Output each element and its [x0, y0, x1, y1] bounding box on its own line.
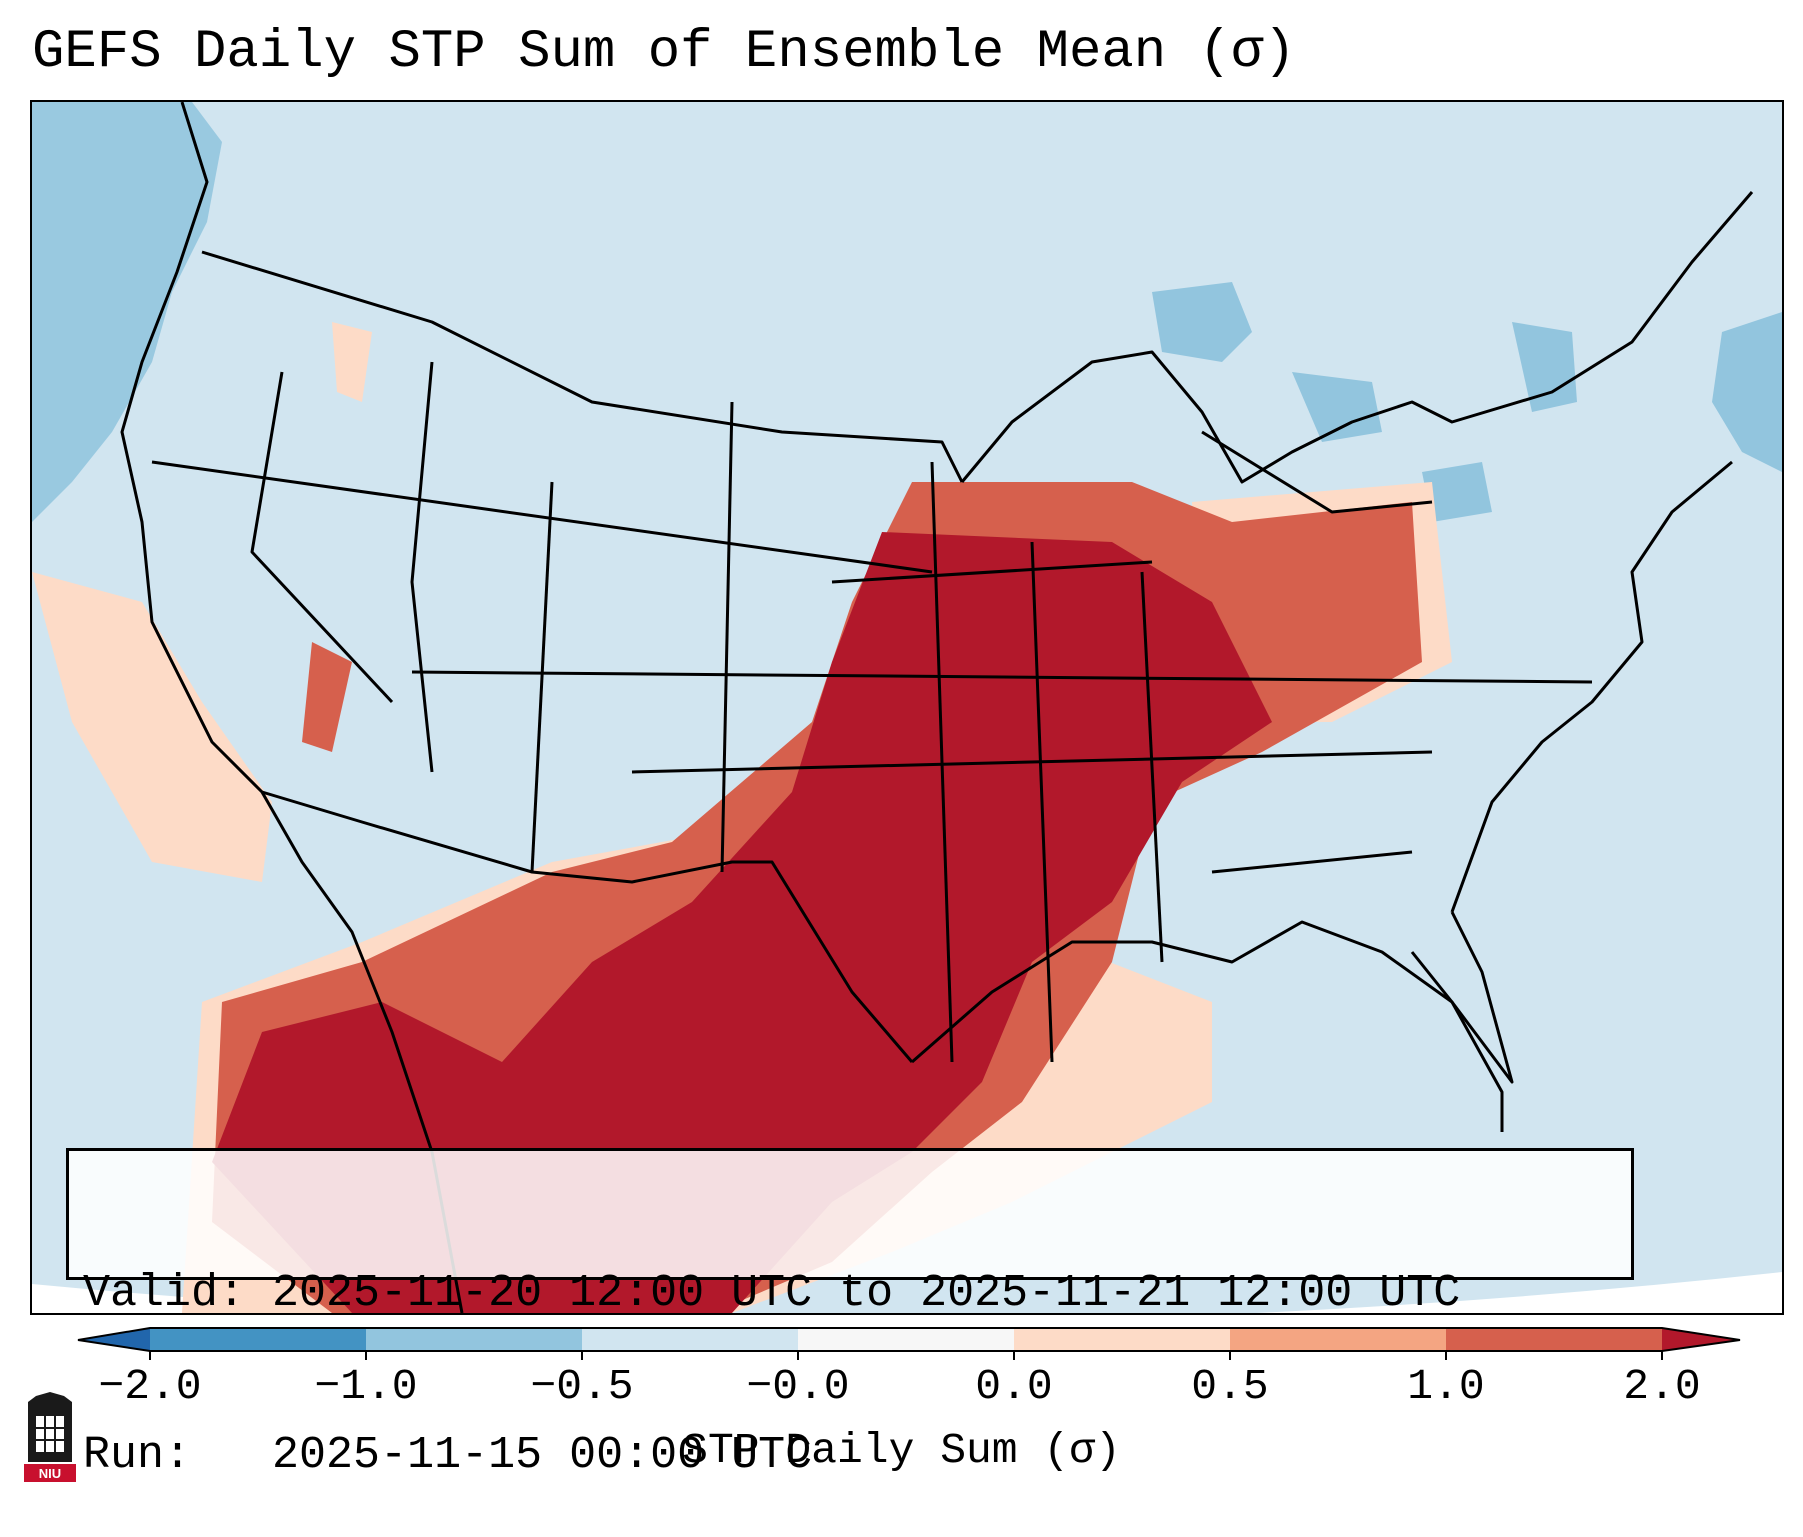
colorbar	[77, 1327, 1741, 1360]
state-line-6	[1030, 541, 1054, 1063]
logo-text: NIU	[39, 1466, 61, 1481]
state-line-13	[1211, 850, 1413, 874]
chart-title: GEFS Daily STP Sum of Ensemble Mean (σ)	[32, 22, 1296, 83]
pacific-negative-region	[32, 102, 222, 522]
tick-label: −0.5	[530, 1362, 634, 1411]
colorbar-label: STP Daily Sum (σ)	[682, 1426, 1121, 1475]
canada-border	[201, 250, 964, 483]
west-coast-line	[120, 102, 464, 1313]
mexico-border	[261, 790, 914, 1063]
tick-label: −0.0	[746, 1362, 850, 1411]
state-line-4	[720, 401, 734, 873]
colorbar-seg-neg1-neg05	[366, 1328, 582, 1351]
state-line-7	[1140, 571, 1164, 963]
colorbar-seg-05-1	[1230, 1328, 1446, 1351]
colorbar-extend-high	[1662, 1328, 1740, 1351]
atlantic-negative-region	[1712, 312, 1782, 472]
colorbar-seg-0-05	[1014, 1328, 1230, 1351]
oregon-positive-patch	[332, 322, 372, 402]
colorbar-seg-zero	[798, 1328, 1014, 1351]
northeast-negative-region	[1512, 322, 1577, 412]
california-positive	[32, 572, 272, 882]
valid-value: 2025-11-20 12:00 UTC to 2025-11-21 12:00…	[272, 1268, 1461, 1319]
great-lakes-coast	[960, 191, 1754, 484]
negative-anomaly-field	[32, 102, 1782, 522]
state-line-12	[1201, 430, 1433, 514]
tick-label: −2.0	[98, 1362, 202, 1411]
logo-window	[36, 1416, 64, 1452]
gulf-coast	[911, 911, 1514, 1084]
tick-label: 0.5	[1191, 1362, 1269, 1411]
logo-banner	[24, 1464, 76, 1482]
state-line-10	[631, 750, 1433, 774]
state-line-2	[410, 361, 434, 773]
niu-logo-icon: NIU	[24, 1392, 76, 1482]
state-line-11	[831, 560, 1153, 584]
colorbar-seg-neg2-neg1	[150, 1328, 366, 1351]
state-line-5	[930, 461, 954, 1063]
lake-erie-negative-region	[1422, 462, 1492, 522]
map-canvas	[32, 102, 1782, 1313]
colorbar-seg-neg05-0	[582, 1328, 798, 1351]
valid-row: Valid: 2025-11-20 12:00 UTC to 2025-11-2…	[83, 1267, 1631, 1321]
colorbar-seg-1-2	[1446, 1328, 1662, 1351]
ontario-negative-region	[1292, 372, 1382, 442]
map-panel[interactable]	[30, 100, 1784, 1315]
great-lakes-negative-region	[1152, 282, 1252, 362]
colorbar-tick-marks	[149, 1351, 1663, 1360]
state-line-8	[151, 460, 933, 574]
logo-window-grid	[36, 1416, 64, 1452]
run-value: 2025-11-15 00:00 UTC	[272, 1430, 813, 1481]
arizona-positive-patch	[302, 642, 352, 752]
political-boundaries	[120, 102, 1754, 1313]
core-positive	[212, 532, 1272, 1313]
run-label: Run:	[83, 1430, 192, 1481]
state-line-9	[411, 670, 1593, 684]
east-coast	[1450, 460, 1733, 913]
tick-label: 0.0	[975, 1362, 1053, 1411]
valid-time-box: Valid: 2025-11-20 12:00 UTC to 2025-11-2…	[66, 1148, 1634, 1481]
state-line-1	[250, 371, 394, 704]
valid-label: Valid:	[83, 1268, 246, 1319]
run-row: Run: 2025-11-15 00:00 UTC	[83, 1429, 1631, 1483]
state-line-3	[530, 481, 554, 873]
tick-label: 2.0	[1623, 1362, 1701, 1411]
tick-label: −1.0	[314, 1362, 418, 1411]
tick-label: 1.0	[1407, 1362, 1485, 1411]
florida-coast	[1410, 951, 1504, 1132]
colorbar-extend-low	[78, 1328, 150, 1351]
